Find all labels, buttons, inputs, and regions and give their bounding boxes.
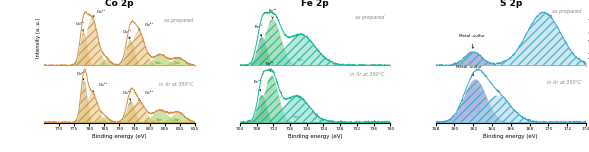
Title: Fe 2p: Fe 2p [302,0,329,8]
Text: Sat.: Sat. [296,57,305,62]
Y-axis label: Intensity (a. u.): Intensity (a. u.) [37,17,41,58]
Text: in Ar at 350°C: in Ar at 350°C [350,72,384,77]
Text: Fe²⁺: Fe²⁺ [254,25,263,36]
Text: Sat.: Sat. [156,118,164,122]
X-axis label: Binding energy (eV): Binding energy (eV) [288,134,342,139]
Text: Co²⁺: Co²⁺ [123,30,133,39]
Text: in Ar at 350°C: in Ar at 350°C [158,82,193,87]
Text: Fe²⁺: Fe²⁺ [253,80,262,91]
Text: Fe³⁺: Fe³⁺ [268,9,277,19]
Title: S 2p: S 2p [499,0,522,8]
X-axis label: Binding energy (eV): Binding energy (eV) [92,134,147,139]
Text: Metal -sulfur: Metal -sulfur [456,64,482,76]
Text: Co²⁺: Co²⁺ [123,91,133,100]
Title: Co 2p: Co 2p [105,0,134,8]
X-axis label: Binding energy (eV): Binding energy (eV) [484,134,538,139]
Text: Co³⁺: Co³⁺ [138,91,155,100]
Text: as prepared: as prepared [164,18,193,23]
Text: Co²⁺: Co²⁺ [76,22,85,31]
Text: Fe³⁺: Fe³⁺ [266,62,275,72]
Text: Co³⁺: Co³⁺ [92,83,108,92]
Text: Co²⁺: Co²⁺ [77,72,87,80]
Text: Sat.: Sat. [292,115,300,119]
Text: Sat.: Sat. [154,61,163,65]
Text: in Ar at 350°C: in Ar at 350°C [547,80,581,85]
Text: as prepared: as prepared [552,9,581,14]
Text: Co³⁺: Co³⁺ [92,10,107,17]
Text: Sat.: Sat. [174,118,182,122]
Text: Metal -sulfur: Metal -sulfur [459,34,485,48]
Text: Co³⁺: Co³⁺ [138,23,155,30]
Text: Sat.: Sat. [174,61,182,65]
Text: as prepared: as prepared [355,15,384,20]
